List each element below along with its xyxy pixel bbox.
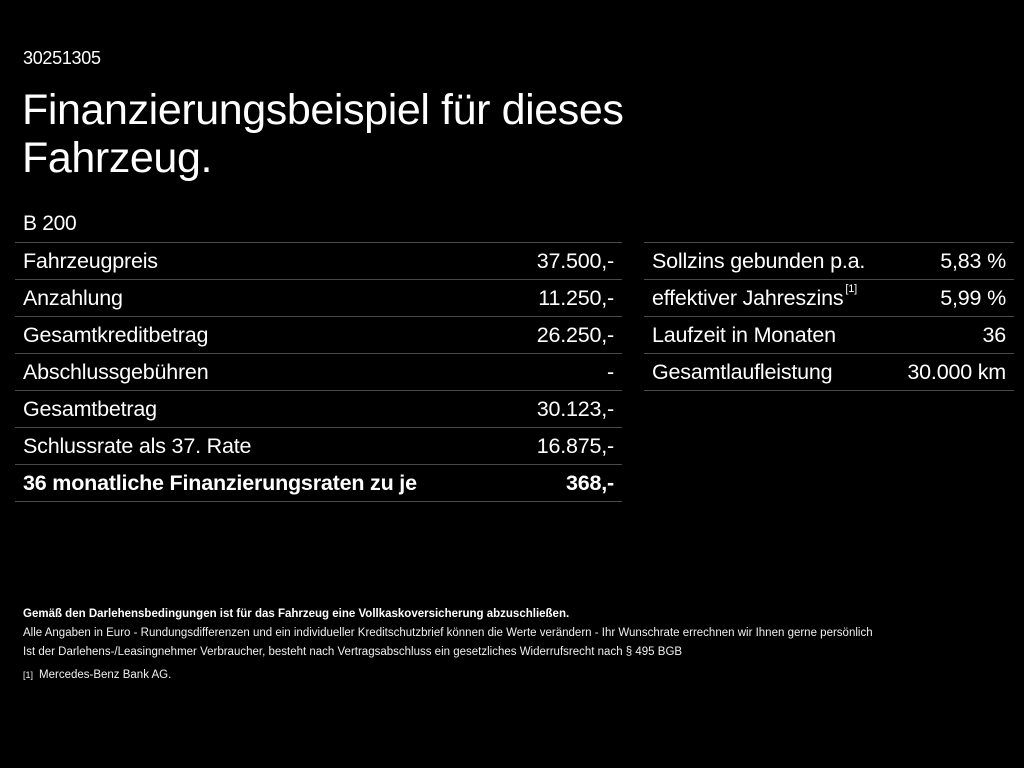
monthly-rate-row: 36 monatliche Finanzierungsraten zu je 3… xyxy=(15,464,622,502)
row-label: Schlussrate als 37. Rate xyxy=(15,427,510,465)
table-row: Abschlussgebühren - xyxy=(15,353,622,391)
row-value: 36 xyxy=(890,316,1014,354)
withdrawal-note: Ist der Darlehens-/Leasingnehmer Verbrau… xyxy=(23,646,683,658)
row-value: 16.875,- xyxy=(509,427,622,465)
insurance-note: Gemäß den Darlehensbedingungen ist für d… xyxy=(23,608,570,620)
row-label: 36 monatliche Finanzierungsraten zu je xyxy=(15,464,510,502)
row-label: Gesamtbetrag xyxy=(15,390,510,428)
title-line-1: Finanzierungsbeispiel für dieses xyxy=(22,86,624,134)
row-value: 30.000 km xyxy=(890,353,1014,391)
row-label: Fahrzeugpreis xyxy=(15,242,510,280)
row-label: Gesamtkreditbetrag xyxy=(15,316,510,354)
rounding-note: Alle Angaben in Euro - Rundungsdifferenz… xyxy=(23,627,873,639)
row-value: 26.250,- xyxy=(509,316,622,354)
legal-notes: Gemäß den Darlehensbedingungen ist für d… xyxy=(23,605,873,685)
title-line-2: Fahrzeug. xyxy=(22,134,213,182)
table-row: Schlussrate als 37. Rate 16.875,- xyxy=(15,427,622,465)
row-value: 5,83 % xyxy=(890,242,1014,280)
footnote-text: Mercedes-Benz Bank AG. xyxy=(39,669,172,681)
vehicle-model: B 200 xyxy=(23,212,77,235)
row-label: Laufzeit in Monaten xyxy=(644,316,891,354)
label-text: effektiver Jahreszins xyxy=(652,285,844,310)
table-row: Fahrzeugpreis 37.500,- xyxy=(15,242,622,280)
row-label: Sollzins gebunden p.a. xyxy=(644,242,891,280)
row-value: 5,99 % xyxy=(890,279,1014,317)
row-label: Gesamtlaufleistung xyxy=(644,353,891,391)
table-row: effektiver Jahreszins [1] 5,99 % xyxy=(644,279,1014,317)
interest-terms-table: Sollzins gebunden p.a. 5,83 % effektiver… xyxy=(644,242,1014,391)
monthly-rate-value: 368,- xyxy=(509,464,622,502)
page-title: Finanzierungsbeispiel für dieses Fahrzeu… xyxy=(22,86,624,182)
row-label: Anzahlung xyxy=(15,279,510,317)
row-value: - xyxy=(509,353,622,391)
footnote-mark: [1] xyxy=(23,670,34,680)
footnote-reference: [1] xyxy=(845,282,858,295)
table-row: Gesamtbetrag 30.123,- xyxy=(15,390,622,428)
table-row: Sollzins gebunden p.a. 5,83 % xyxy=(644,242,1014,280)
table-row: Anzahlung 11.250,- xyxy=(15,279,622,317)
table-row: Gesamtlaufleistung 30.000 km xyxy=(644,353,1014,391)
table-row: Laufzeit in Monaten 36 xyxy=(644,316,1014,354)
row-label: Abschlussgebühren xyxy=(15,353,510,391)
row-value: 37.500,- xyxy=(509,242,622,280)
table-row: Gesamtkreditbetrag 26.250,- xyxy=(15,316,622,354)
row-value: 11.250,- xyxy=(509,279,622,317)
footnote: [1] Mercedes-Benz Bank AG. xyxy=(23,666,873,685)
row-label: effektiver Jahreszins [1] xyxy=(644,279,891,317)
offer-id: 30251305 xyxy=(23,48,101,68)
row-value: 30.123,- xyxy=(509,390,622,428)
financing-table: Fahrzeugpreis 37.500,- Anzahlung 11.250,… xyxy=(15,242,622,502)
